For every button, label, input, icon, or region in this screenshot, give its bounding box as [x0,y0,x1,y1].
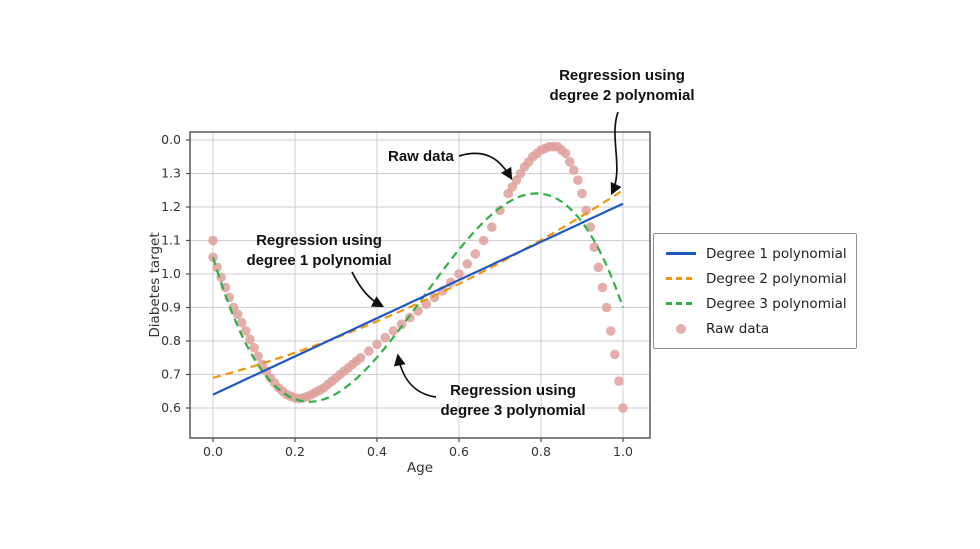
annotation-arrow [610,111,622,196]
legend-line-sample-degree-2 [666,273,696,285]
svg-text:0.8: 0.8 [531,444,551,459]
series-line-0 [212,202,624,396]
svg-text:0.6: 0.6 [449,444,469,459]
y-axis-label: Diabetes target [147,232,163,337]
annotation-arrow [393,353,437,398]
legend-label-degree-3: Degree 3 polynomial [706,295,847,312]
legend-label-degree-1: Degree 1 polynomial [706,245,847,262]
annotation-degree-3: Regression using degree 3 polynomial [440,382,586,419]
svg-text:0.9: 0.9 [161,300,181,315]
legend: Degree 1 polynomial Degree 2 polynomial … [653,233,857,349]
legend-dot-sample-raw-data [666,323,696,335]
legend-item-degree-1: Degree 1 polynomial [666,245,848,262]
legend-line-sample-degree-3 [666,298,696,310]
svg-text:1.1: 1.1 [161,233,181,248]
svg-text:0.7: 0.7 [161,367,181,382]
svg-text:1.3: 1.3 [161,166,181,181]
annotation-raw-data: Raw data [388,148,454,165]
legend-label-raw-data: Raw data [706,320,770,337]
annotation-degree-1: Regression using degree 1 polynomial [246,232,392,269]
grid [190,132,650,438]
plot-border [189,131,651,439]
annotation-arrow [458,152,513,181]
svg-text:0.6: 0.6 [161,400,181,415]
legend-item-raw-data: Raw data [666,320,848,337]
svg-text:0.0: 0.0 [203,444,223,459]
annotation-arrow [351,271,385,308]
legend-label-degree-2: Degree 2 polynomial [706,270,847,287]
raw-data-points [208,141,628,413]
svg-text:1.2: 1.2 [161,199,181,214]
x-axis-label: Age [407,460,433,476]
svg-text:0.8: 0.8 [161,333,181,348]
axis-ticks: 0.0 0.2 0.4 0.6 0.8 1.0 0.0 1.3 1.2 1.1 1.0 0.9 0.8 0… [161,132,633,459]
svg-text:0.2: 0.2 [285,444,305,459]
legend-item-degree-2: Degree 2 polynomial [666,270,848,287]
svg-text:0.4: 0.4 [367,444,387,459]
svg-text:1.0: 1.0 [161,266,181,281]
svg-text:1.0: 1.0 [613,444,633,459]
annotation-degree-2: Regression using degree 2 polynomial [549,67,695,104]
series-line-2 [211,192,625,403]
svg-text:0.0: 0.0 [161,132,181,147]
legend-line-sample-degree-1 [666,248,696,260]
series-line-1 [212,189,624,379]
legend-item-degree-3: Degree 3 polynomial [666,295,848,312]
